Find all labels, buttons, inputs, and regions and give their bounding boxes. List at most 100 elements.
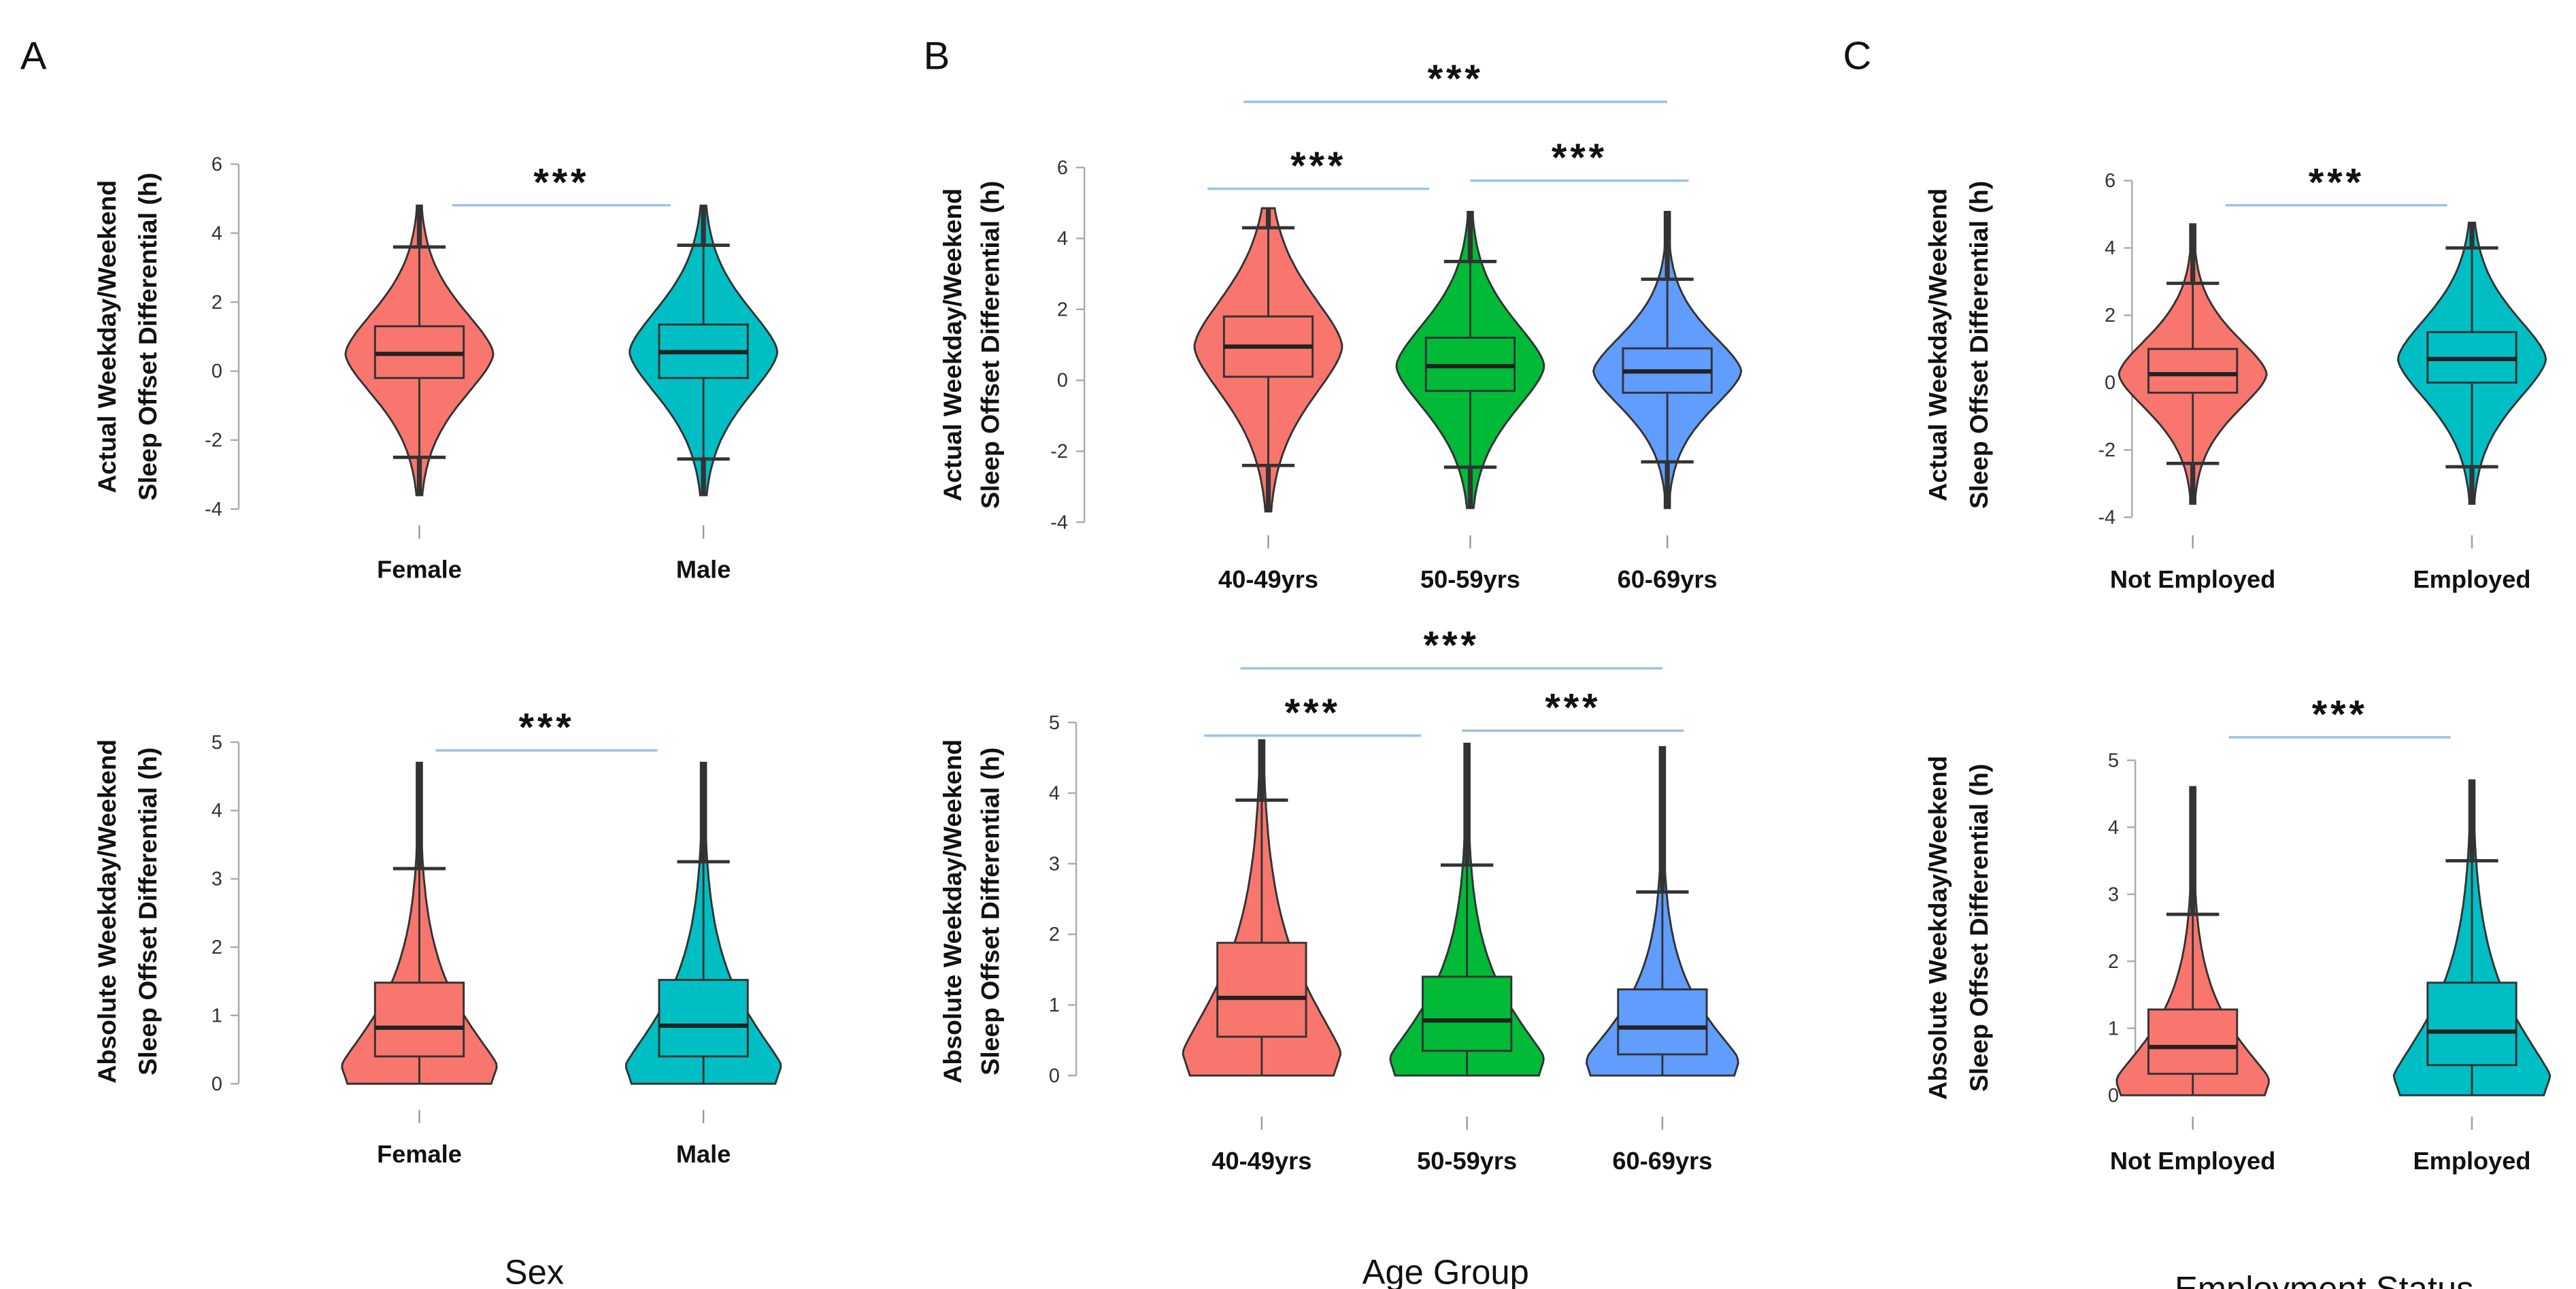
- violin-female: Female: [344, 204, 495, 584]
- y-tick-label: 0: [2108, 1085, 2119, 1107]
- box: [1422, 975, 1513, 1052]
- y-axis-title: Sleep Offset Differential (h): [1964, 181, 1993, 509]
- significance-label: ***: [1428, 57, 1484, 101]
- x-tick-label: 50-59yrs: [1420, 565, 1520, 593]
- significance-label: ***: [2312, 692, 2368, 736]
- y-tick-label: 1: [2108, 1018, 2119, 1039]
- x-tick-label: 50-59yrs: [1417, 1147, 1517, 1175]
- y-axis-title: Actual Weekday/Weekend: [93, 180, 121, 493]
- x-title-age-group: Age Group: [1362, 1253, 1529, 1289]
- y-tick-label: 0: [1057, 370, 1068, 392]
- y-tick-label: 0: [2105, 372, 2115, 394]
- violin-not-employed: Not Employed: [2110, 223, 2275, 593]
- y-tick-label: 6: [2105, 170, 2115, 192]
- y-tick-label: 1: [212, 1005, 222, 1026]
- box: [658, 979, 749, 1058]
- y-tick-label: 2: [1057, 299, 1068, 320]
- box: [2426, 982, 2518, 1067]
- x-tick-label: 60-69yrs: [1618, 565, 1718, 593]
- y-tick-label: -2: [205, 430, 222, 452]
- violin-60-69yrs: 60-69yrs: [1585, 746, 1739, 1175]
- y-tick-label: 4: [2105, 237, 2115, 259]
- y-axis-title: Absolute Weekday/Weekend: [1924, 756, 1952, 1100]
- y-tick-label: 4: [212, 222, 222, 244]
- x-tick-label: Male: [676, 1140, 731, 1168]
- panel-letter-a: A: [20, 34, 47, 78]
- violin-male: Male: [624, 761, 782, 1168]
- y-tick-label: 2: [1049, 924, 1060, 945]
- y-tick-label: 3: [1049, 853, 1060, 875]
- violin-employed: Employed: [2392, 779, 2552, 1175]
- y-axis-title: Absolute Weekday/Weekend: [93, 739, 121, 1084]
- significance-label: ***: [533, 161, 589, 204]
- y-tick-label: 5: [2108, 750, 2119, 771]
- x-tick-label: Male: [676, 556, 731, 584]
- y-tick-label: 0: [212, 361, 222, 382]
- y-tick-label: 2: [2108, 951, 2119, 973]
- y-tick-label: -2: [1050, 441, 1068, 463]
- y-tick-label: 4: [1049, 783, 1060, 805]
- y-tick-label: -4: [1050, 512, 1068, 533]
- significance-label: ***: [1552, 136, 1607, 180]
- x-tick-label: Female: [377, 556, 462, 584]
- y-tick-label: 6: [1057, 157, 1068, 179]
- plot-c-absolute: 0 1 2 3 4 5 Absolute Weekday/Weekend Sleep Offs…: [1924, 692, 2552, 1175]
- plot-b-actual: -4 -2 0 2 4 6 Actual Weekday/Weekend Sleep Offs…: [938, 57, 1743, 593]
- y-tick-label: 4: [2108, 817, 2119, 839]
- y-tick-label: 3: [212, 869, 222, 890]
- violin-female: Female: [341, 761, 498, 1168]
- x-tick-label: Employed: [2413, 1147, 2530, 1175]
- x-tick-label: 60-69yrs: [1612, 1147, 1712, 1175]
- y-tick-label: 1: [1049, 994, 1060, 1016]
- significance-label: ***: [1545, 686, 1601, 730]
- violin-40-49yrs: 40-49yrs: [1182, 739, 1342, 1175]
- y-tick-label: 0: [212, 1073, 222, 1095]
- violin-not-employed: Not Employed: [2110, 786, 2275, 1175]
- x-tick-label: 40-49yrs: [1211, 1147, 1311, 1175]
- x-tick-label: Female: [377, 1140, 462, 1168]
- y-tick-label: 2: [2105, 305, 2115, 327]
- y-tick-label: 5: [1049, 712, 1060, 734]
- y-axis-title: Actual Weekday/Weekend: [938, 188, 967, 501]
- panel-letter-b: B: [924, 34, 950, 78]
- y-tick-label: -4: [205, 499, 222, 520]
- violin-50-59yrs: 50-59yrs: [1389, 742, 1545, 1175]
- x-title-employment-status: Employment Status: [2175, 1269, 2473, 1289]
- plot-a-actual: -4 -2 0 2 4 6 Actual Weekday/Weekend Sleep Offs…: [93, 154, 778, 584]
- box: [1216, 941, 1307, 1038]
- y-tick-label: 4: [212, 800, 222, 822]
- significance-label: ***: [519, 706, 575, 750]
- violin-60-69yrs: 60-69yrs: [1592, 210, 1743, 593]
- violin-employed: Employed: [2396, 221, 2547, 593]
- y-tick-label: 5: [212, 732, 222, 754]
- y-axis-title: Absolute Weekday/Weekend: [938, 739, 967, 1084]
- significance-label: ***: [1290, 144, 1346, 188]
- y-tick-label: 0: [1049, 1065, 1060, 1087]
- x-tick-label: 40-49yrs: [1218, 565, 1318, 593]
- box: [1617, 988, 1708, 1056]
- box: [373, 982, 465, 1058]
- y-tick-label: 4: [1057, 228, 1068, 250]
- x-tick-label: Not Employed: [2110, 1147, 2275, 1175]
- violin-50-59yrs: 50-59yrs: [1395, 210, 1545, 593]
- y-axis-title: Sleep Offset Differential (h): [976, 181, 1005, 509]
- y-tick-label: 6: [212, 154, 222, 175]
- box: [2147, 1008, 2239, 1075]
- y-axis-title: Sleep Offset Differential (h): [133, 748, 162, 1075]
- plot-a-absolute: 0 1 2 3 4 5 Absolute Weekday/Weekend Sleep Offs…: [93, 706, 782, 1168]
- x-title-sex: Sex: [505, 1253, 564, 1289]
- x-tick-label: Employed: [2413, 565, 2530, 593]
- y-axis-title: Sleep Offset Differential (h): [976, 748, 1005, 1075]
- plot-b-absolute: 0 1 2 3 4 5 Absolute Weekday/Weekend Sleep Offs…: [938, 624, 1739, 1175]
- x-tick-label: Not Employed: [2110, 565, 2275, 593]
- y-tick-label: 2: [212, 292, 222, 314]
- significance-label: ***: [1424, 624, 1479, 667]
- y-tick-label: 3: [2108, 884, 2119, 905]
- y-axis-title: Actual Weekday/Weekend: [1924, 188, 1952, 501]
- plot-c-actual: -4 -2 0 2 4 6 Actual Weekday/Weekend Sleep Offs…: [1924, 161, 2547, 593]
- y-axis-title: Sleep Offset Differential (h): [1964, 764, 1993, 1092]
- violin-40-49yrs: 40-49yrs: [1193, 207, 1343, 593]
- violin-male: Male: [629, 204, 778, 584]
- significance-label: ***: [2309, 161, 2364, 204]
